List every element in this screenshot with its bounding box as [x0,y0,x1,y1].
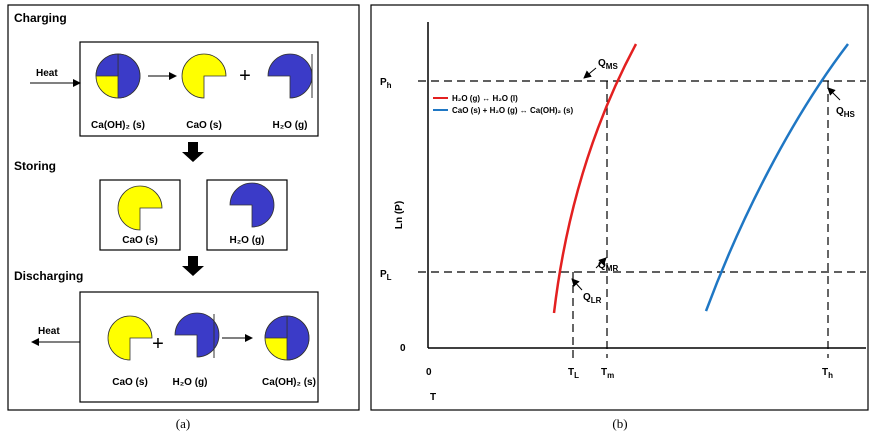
temperature-label: Tm [601,367,614,380]
plus: + [152,333,164,355]
y-axis-label: Ln (P) [394,201,405,229]
caption: (a) [176,416,190,431]
section-title: Storing [14,159,56,173]
subscript: L [387,273,392,282]
subscript: LR [591,296,602,305]
heat-flow-label: QHS [836,106,856,119]
subscript: HS [844,110,856,119]
blue-curve [706,44,848,311]
plus: + [239,65,251,87]
down-arrow [182,256,204,276]
species-label: CaO (s) [186,120,222,131]
figure: Charging Heat + Ca(OH)₂ (s) CaO (s) H₂O … [0,0,873,438]
caption: (b) [612,416,627,431]
temperature-label: TL [568,367,579,380]
cao-icon [182,54,226,98]
caoh2-icon [265,316,309,360]
species-label: H₂O (g) [273,120,308,131]
section-title: Discharging [14,269,83,283]
pressure-label: PL [380,269,392,282]
cao-icon [118,186,162,230]
subscript: MS [606,62,619,71]
red-curve [554,44,636,313]
legend-entry: CaO (s) + H₂O (g) ↔ Ca(OH)₂ (s) [452,106,573,115]
subscript: m [607,371,614,380]
subscript: L [574,371,579,380]
h2o-icon [268,54,312,98]
species-label: Ca(OH)₂ (s) [91,120,145,131]
caoh2-icon [96,54,140,98]
pressure-label: Ph [380,77,392,90]
x-axis-label: T [430,392,436,403]
q-arrow [828,88,840,100]
temperature-label: Th [822,367,833,380]
cao-icon [108,316,152,360]
heat-label: Heat [38,326,60,337]
species-label: H₂O (g) [173,377,208,388]
h2o-icon [175,313,219,357]
x-origin: 0 [426,367,432,378]
species-label: H₂O (g) [230,235,265,246]
section-title: Charging [14,11,67,25]
h2o-icon [230,183,274,227]
species-label: CaO (s) [112,377,148,388]
heat-flow-label: QMR [598,260,618,273]
panel-b-frame [371,5,868,410]
down-arrow [182,142,204,162]
y-origin: 0 [400,343,406,354]
heat-label: Heat [36,68,58,79]
subscript: MR [606,264,619,273]
species-label: Ca(OH)₂ (s) [262,377,316,388]
q-arrow [584,68,596,78]
heat-flow-label: QMS [598,58,618,71]
heat-flow-label: QLR [583,292,602,305]
legend-entry: H₂O (g) ↔ H₂O (l) [452,94,518,103]
species-label: CaO (s) [122,235,158,246]
subscript: h [828,371,833,380]
subscript: h [387,81,392,90]
